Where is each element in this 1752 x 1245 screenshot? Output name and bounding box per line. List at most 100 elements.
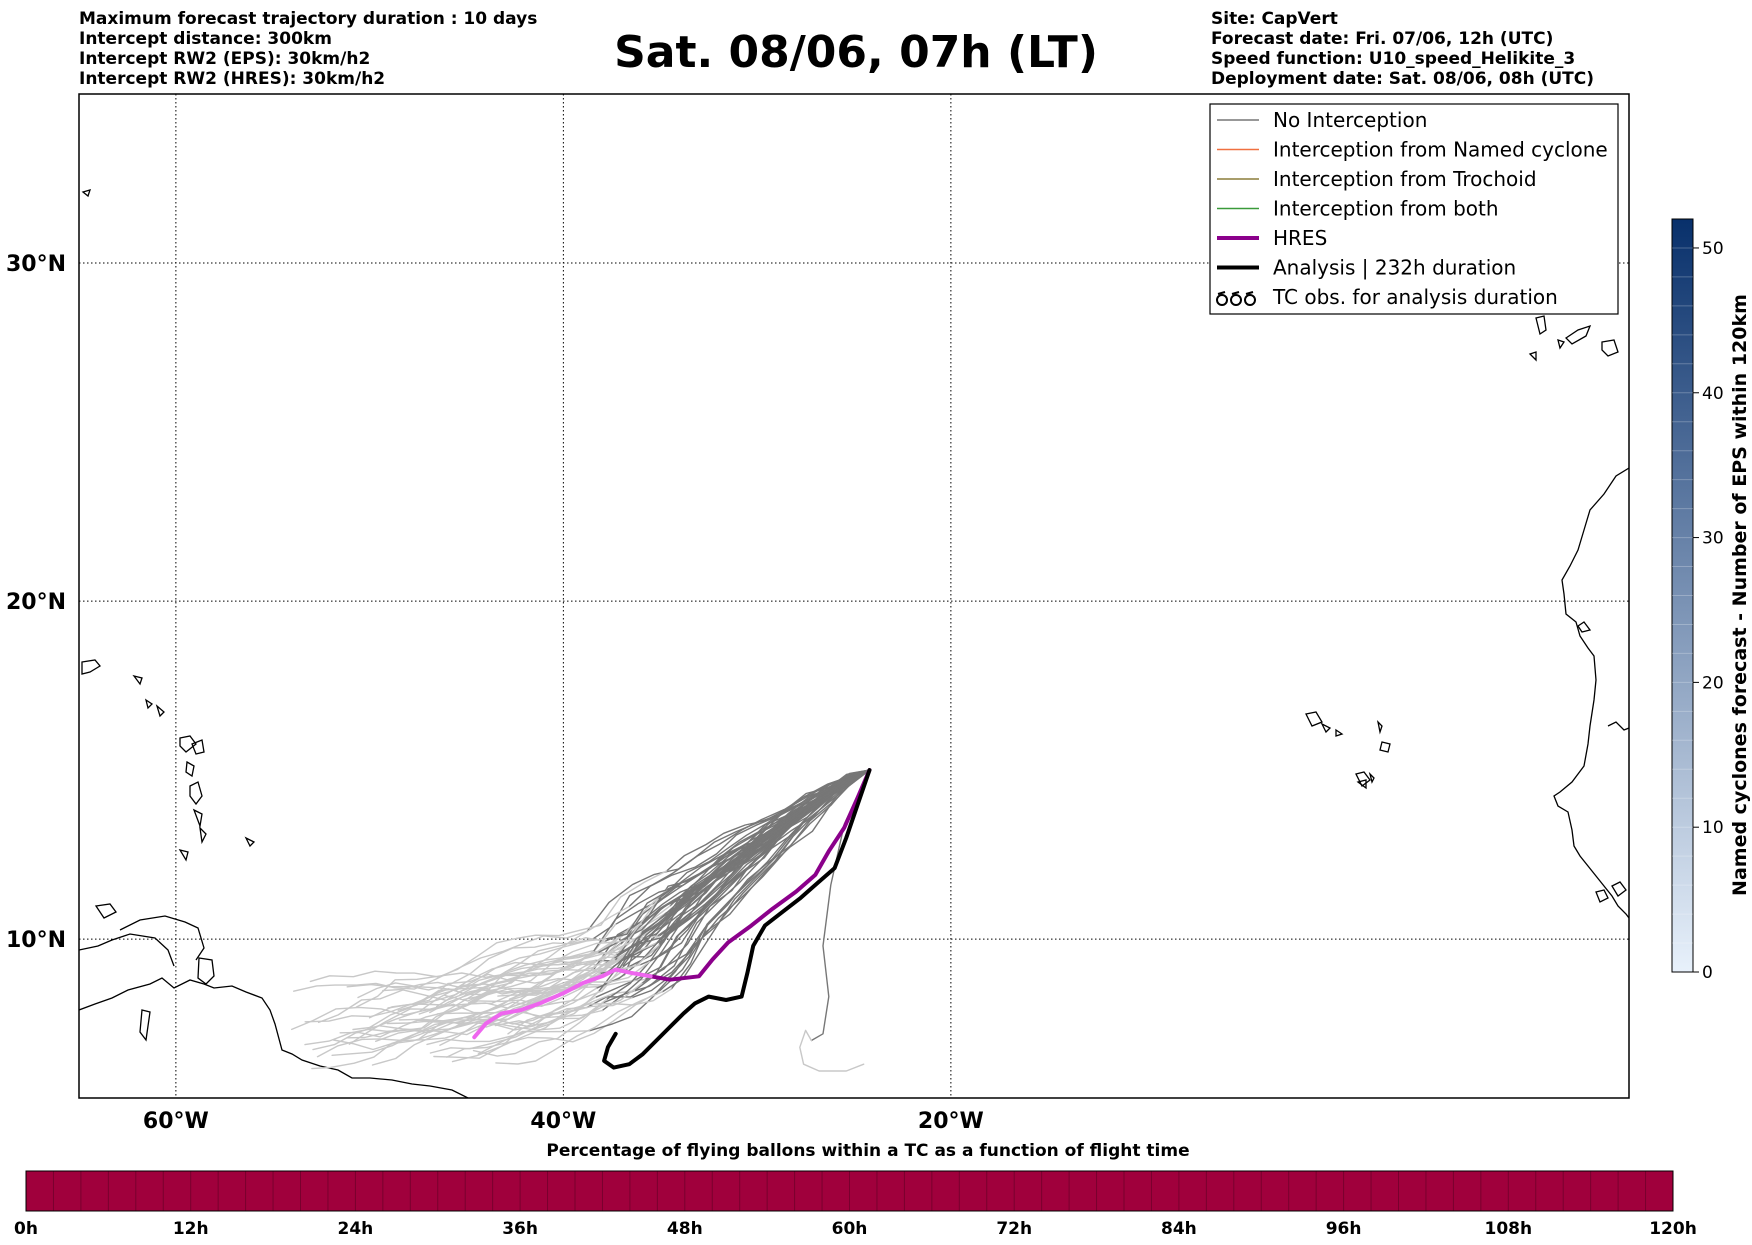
legend-box <box>1209 103 1619 315</box>
latitude-labels: 30°N 20°N 10°N <box>6 252 66 953</box>
ensemble-member-track-late <box>367 923 643 1029</box>
coastline-island <box>81 659 101 675</box>
coastline-venezuela-west <box>79 933 175 967</box>
colorbar-ticks: 0 10 20 30 40 50 <box>1672 239 1724 983</box>
legend-label: TC obs. for analysis duration <box>1272 285 1558 309</box>
coastline-south-america <box>79 977 469 1098</box>
legend-label: No Interception <box>1273 108 1427 132</box>
coastline-africa-islands <box>1595 889 1609 903</box>
longitude-label: 60°W <box>143 1109 209 1134</box>
header-right-line: Speed function: U10_speed_Helikite_3 <box>1211 49 1575 69</box>
ensemble-member-track-late <box>355 906 630 1008</box>
map-legend[interactable]: No Interception Interception from Named c… <box>1209 103 1619 315</box>
header-left-line: Intercept RW2 (HRES): 30km/h2 <box>79 69 385 89</box>
coastline-africa-guinea <box>1577 621 1592 633</box>
ensemble-member-track <box>661 769 871 993</box>
header-right: Site: CapVert Forecast date: Fri. 07/06,… <box>1211 9 1594 89</box>
coastline-cape-verde <box>1376 720 1383 735</box>
coastline-canaries <box>1528 351 1537 362</box>
coastline-africa-islands <box>1611 881 1627 897</box>
legend-entry[interactable]: Interception from Named cyclone <box>1217 138 1608 162</box>
legend-entry[interactable]: Interception from both <box>1217 197 1499 221</box>
ensemble-member-track-late <box>304 950 595 1023</box>
bottom-colorbar-tick-label: 12h <box>173 1219 209 1239</box>
coastline-cape-verde <box>1368 771 1375 784</box>
tc-symbol-icon <box>1230 294 1242 306</box>
bottom-colorbar-ticks: 0h 12h 24h 36h 48h 60h 72h 84h 96h 108h 120h <box>14 1171 1697 1239</box>
hres-trajectory <box>472 768 872 1040</box>
bottom-colorbar-tick-label: 108h <box>1485 1219 1533 1239</box>
coastline-canaries <box>1535 315 1547 336</box>
legend-entry[interactable]: Interception from Trochoid <box>1217 167 1537 191</box>
ensemble-member-track-late <box>317 888 668 1024</box>
hres-track-late <box>472 967 653 1040</box>
coastline-island <box>179 735 197 753</box>
coastline-trinidad <box>197 957 215 985</box>
colorbar-label: Named cyclones forecast - Number of EPS … <box>1729 294 1751 896</box>
legend-label: HRES <box>1273 226 1327 250</box>
colorbar-tick-label: 50 <box>1702 239 1724 259</box>
bottom-colorbar-tick-label: 84h <box>1161 1219 1197 1239</box>
header-left-line: Maximum forecast trajectory duration : 1… <box>79 9 537 29</box>
header-left: Maximum forecast trajectory duration : 1… <box>79 9 537 89</box>
ensemble-trajectories <box>291 769 871 1072</box>
coastline-island <box>178 848 189 862</box>
tc-symbol-arm <box>1245 291 1254 295</box>
ensemble-member-track-late <box>799 1029 865 1072</box>
coastlines <box>79 189 1629 1098</box>
bottom-colorbar-tick-label: 0h <box>14 1219 38 1239</box>
analysis-track <box>602 768 872 1070</box>
ensemble-member-track-late <box>357 938 607 999</box>
ensemble-member-track-late <box>477 1030 590 1055</box>
coastline-island <box>189 781 203 806</box>
legend-label: Interception from Trochoid <box>1273 167 1537 191</box>
coastline-island <box>191 739 205 755</box>
colorbar-tick-label: 40 <box>1702 384 1724 404</box>
ensemble-member-track-late <box>446 990 660 1058</box>
coastline-gulf-paria <box>119 915 205 961</box>
coastline-island <box>155 704 165 718</box>
bottom-colorbar-bar <box>25 1170 1674 1212</box>
ensemble-member-track-late <box>507 996 633 1035</box>
longitude-label: 20°W <box>918 1109 984 1134</box>
ensemble-member-track-late <box>435 966 614 1008</box>
ensemble-member-track <box>605 769 871 940</box>
coastline-island <box>185 760 195 778</box>
ensemble-member-track <box>628 769 871 908</box>
ensemble-member-track-late <box>375 974 605 1043</box>
ensemble-member-track <box>649 769 871 963</box>
bottom-colorbar-tick-label: 72h <box>996 1219 1032 1239</box>
legend-entry[interactable]: HRES <box>1217 226 1327 250</box>
ensemble-member-track-late <box>312 977 597 1051</box>
coastline-africa-islands <box>1607 721 1629 731</box>
legend-entry[interactable]: TC obs. for analysis duration <box>1216 285 1558 309</box>
colorbar-gradient <box>1671 218 1694 973</box>
colorbar-tick-label: 10 <box>1702 818 1724 838</box>
map-panel[interactable]: 30°N 20°N 10°N 60°W 40°W 20°W No Interceptio… <box>6 93 1630 1134</box>
hres-track-early <box>648 768 872 982</box>
coastline-cape-verde <box>1379 741 1391 753</box>
header-right-line: Site: CapVert <box>1211 9 1338 29</box>
coastline-cape-verde <box>1355 771 1371 787</box>
legend-label: Interception from Named cyclone <box>1273 138 1608 162</box>
ensemble-member-track-late <box>508 960 651 1000</box>
coastline-canaries <box>1564 324 1592 345</box>
ensemble-member-track-late <box>451 988 673 1063</box>
header-right-line: Deployment date: Sat. 08/06, 08h (UTC) <box>1211 69 1594 89</box>
legend-entry[interactable]: No Interception <box>1217 108 1427 132</box>
legend-label: Analysis | 232h duration <box>1273 256 1516 280</box>
coastline-island <box>192 808 203 829</box>
colorbar-tick-label: 20 <box>1702 673 1724 693</box>
ensemble-member-track-late <box>495 991 663 1065</box>
coastline-cape-verde <box>1320 722 1332 734</box>
coastline-cape-verde <box>1335 728 1344 737</box>
legend-label: Interception from both <box>1273 197 1499 221</box>
ensemble-member-track-late <box>332 965 624 1051</box>
bottom-colorbar-tick-label: 24h <box>338 1219 374 1239</box>
legend-entry[interactable]: Analysis | 232h duration <box>1217 256 1516 280</box>
graticule <box>79 94 1629 1098</box>
flight-time-colorbar: Percentage of flying ballons within a TC… <box>14 1141 1697 1239</box>
coastline-island <box>139 1009 151 1042</box>
coastline-island <box>132 674 143 686</box>
